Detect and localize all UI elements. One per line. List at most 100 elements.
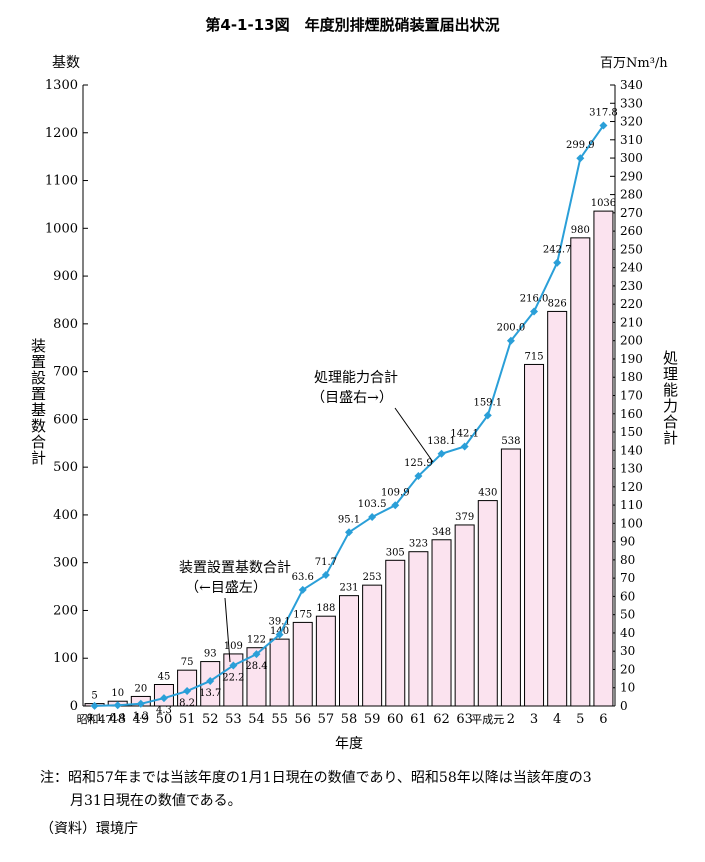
footnote-line-1: 注：昭和57年までは当該年度の1月1日現在の数値であり、昭和58年以降は当該年度… bbox=[40, 770, 592, 786]
line-value-label: 95.1 bbox=[338, 514, 360, 525]
capacity-point bbox=[90, 701, 99, 710]
left-axis-tick-label: 400 bbox=[53, 508, 78, 523]
footnote-line-2: 月31日現在の数値である。 bbox=[70, 793, 242, 809]
bar bbox=[292, 621, 313, 707]
x-axis-tick-label: 59 bbox=[364, 712, 381, 727]
bar-value-label: 323 bbox=[409, 539, 428, 550]
line-value-label: 13.7 bbox=[199, 688, 221, 699]
x-axis-tick-label: 51 bbox=[179, 712, 196, 727]
line-value-label: 242.7 bbox=[543, 245, 572, 256]
left-axis-label: 装置設置基数合計 bbox=[29, 338, 47, 466]
bar bbox=[362, 584, 383, 707]
line-annotation-sublabel: （目盛右→） bbox=[311, 390, 393, 406]
line-value-label: 142.1 bbox=[450, 428, 479, 439]
x-axis-tick-label: 50 bbox=[156, 712, 173, 727]
line-value-label: 109.9 bbox=[381, 487, 410, 498]
left-axis-tick-label: 600 bbox=[53, 412, 78, 427]
capacity-point bbox=[483, 411, 492, 420]
x-axis-tick-label: 48 bbox=[109, 712, 126, 727]
right-axis-tick-label: 220 bbox=[620, 297, 643, 311]
bar-value-label: 122 bbox=[247, 635, 266, 646]
footnote: 注：昭和57年までは当該年度の1月1日現在の数値であり、昭和58年以降は当該年度… bbox=[40, 767, 690, 813]
source-note: （資料）環境庁 bbox=[40, 821, 138, 837]
left-axis-tick-label: 0 bbox=[70, 699, 78, 714]
right-axis-tick-label: 0 bbox=[620, 699, 628, 713]
x-axis-tick-label: 5 bbox=[576, 712, 584, 727]
line-value-label: 8.2 bbox=[179, 698, 195, 709]
line-value-label: 216.0 bbox=[520, 293, 549, 304]
x-axis-tick-label: 2 bbox=[507, 712, 515, 727]
line-value-label: 63.6 bbox=[292, 572, 314, 583]
line-value-label: 22.2 bbox=[222, 672, 244, 683]
right-axis-tick-label: 120 bbox=[620, 480, 643, 494]
left-axis-tick-label: 1300 bbox=[45, 78, 78, 93]
bar-value-label: 10 bbox=[111, 688, 124, 699]
left-axis-tick-label: 200 bbox=[53, 603, 78, 618]
x-axis-tick-label: 55 bbox=[271, 712, 288, 727]
x-axis-tick-label: 53 bbox=[225, 712, 242, 727]
right-axis-tick-label: 110 bbox=[620, 498, 643, 512]
bar bbox=[570, 237, 591, 707]
line-value-label: 200.0 bbox=[497, 323, 526, 334]
bar-value-label: 430 bbox=[478, 488, 497, 499]
bar-value-label: 1036 bbox=[591, 198, 616, 209]
right-axis-tick-label: 330 bbox=[620, 96, 643, 110]
right-axis-tick-label: 130 bbox=[620, 462, 643, 476]
right-axis-tick-label: 100 bbox=[620, 516, 643, 530]
right-axis-tick-label: 210 bbox=[620, 315, 643, 329]
line-annotation-label: 処理能力合計 bbox=[314, 370, 398, 386]
line-value-label: 71.7 bbox=[315, 557, 337, 568]
right-axis-tick-label: 180 bbox=[620, 370, 643, 384]
right-axis-tick-label: 320 bbox=[620, 115, 643, 129]
right-axis-tick-label: 310 bbox=[620, 133, 643, 147]
capacity-point bbox=[298, 585, 307, 594]
x-axis-title: 年度 bbox=[335, 736, 363, 752]
left-axis-tick-label: 700 bbox=[53, 365, 78, 380]
right-axis-tick-label: 280 bbox=[620, 188, 643, 202]
x-axis-tick-label: 昭和47 bbox=[77, 713, 113, 726]
bar-annotation-label: 装置設置基数合計 bbox=[179, 559, 291, 576]
capacity-point bbox=[437, 449, 446, 458]
line-value-label: 0.1 bbox=[87, 713, 103, 724]
bar bbox=[223, 653, 244, 707]
line-value-label: 0.4 bbox=[110, 712, 126, 723]
right-axis-tick-label: 170 bbox=[620, 389, 643, 403]
left-axis-tick-label: 300 bbox=[53, 556, 78, 571]
right-axis-tick-label: 140 bbox=[620, 443, 643, 457]
right-axis-tick-label: 260 bbox=[620, 224, 643, 238]
bar bbox=[385, 559, 406, 707]
bar bbox=[547, 310, 568, 707]
bar-value-label: 20 bbox=[134, 683, 147, 694]
left-axis-tick-label: 1200 bbox=[45, 126, 78, 141]
bar bbox=[246, 647, 267, 707]
capacity-point bbox=[391, 501, 400, 510]
bar-annotation-sublabel: （←目盛左） bbox=[185, 580, 267, 596]
right-axis-tick-label: 60 bbox=[620, 589, 635, 603]
right-axis-tick-label: 270 bbox=[620, 206, 643, 220]
line-value-label: 1.2 bbox=[133, 711, 149, 722]
capacity-point bbox=[460, 442, 469, 451]
bar bbox=[477, 500, 498, 707]
x-axis-tick-label: 平成元 bbox=[471, 713, 504, 726]
line-value-label: 159.1 bbox=[473, 397, 502, 408]
right-axis-tick-label: 240 bbox=[620, 261, 643, 275]
x-axis-tick-label: 6 bbox=[599, 712, 607, 727]
bar-value-label: 348 bbox=[432, 527, 451, 538]
right-axis-tick-label: 150 bbox=[620, 425, 643, 439]
bar-value-label: 715 bbox=[524, 351, 543, 362]
x-axis-tick-label: 58 bbox=[341, 712, 358, 727]
left-axis-tick-label: 1100 bbox=[45, 174, 78, 189]
bar bbox=[454, 524, 475, 707]
capacity-point bbox=[345, 528, 353, 537]
line-value-label: 28.4 bbox=[245, 661, 267, 672]
left-axis-tick-label: 900 bbox=[53, 269, 78, 284]
bar-value-label: 5 bbox=[91, 691, 97, 702]
x-axis-tick-label: 62 bbox=[433, 712, 450, 727]
bar bbox=[269, 638, 290, 707]
bar-value-label: 305 bbox=[386, 547, 405, 558]
x-axis-tick-label: 63 bbox=[456, 712, 473, 727]
x-axis-tick-label: 61 bbox=[410, 712, 427, 727]
line-value-label: 4.3 bbox=[156, 705, 172, 716]
bar-value-label: 109 bbox=[224, 641, 243, 652]
right-axis-tick-label: 160 bbox=[620, 407, 643, 421]
